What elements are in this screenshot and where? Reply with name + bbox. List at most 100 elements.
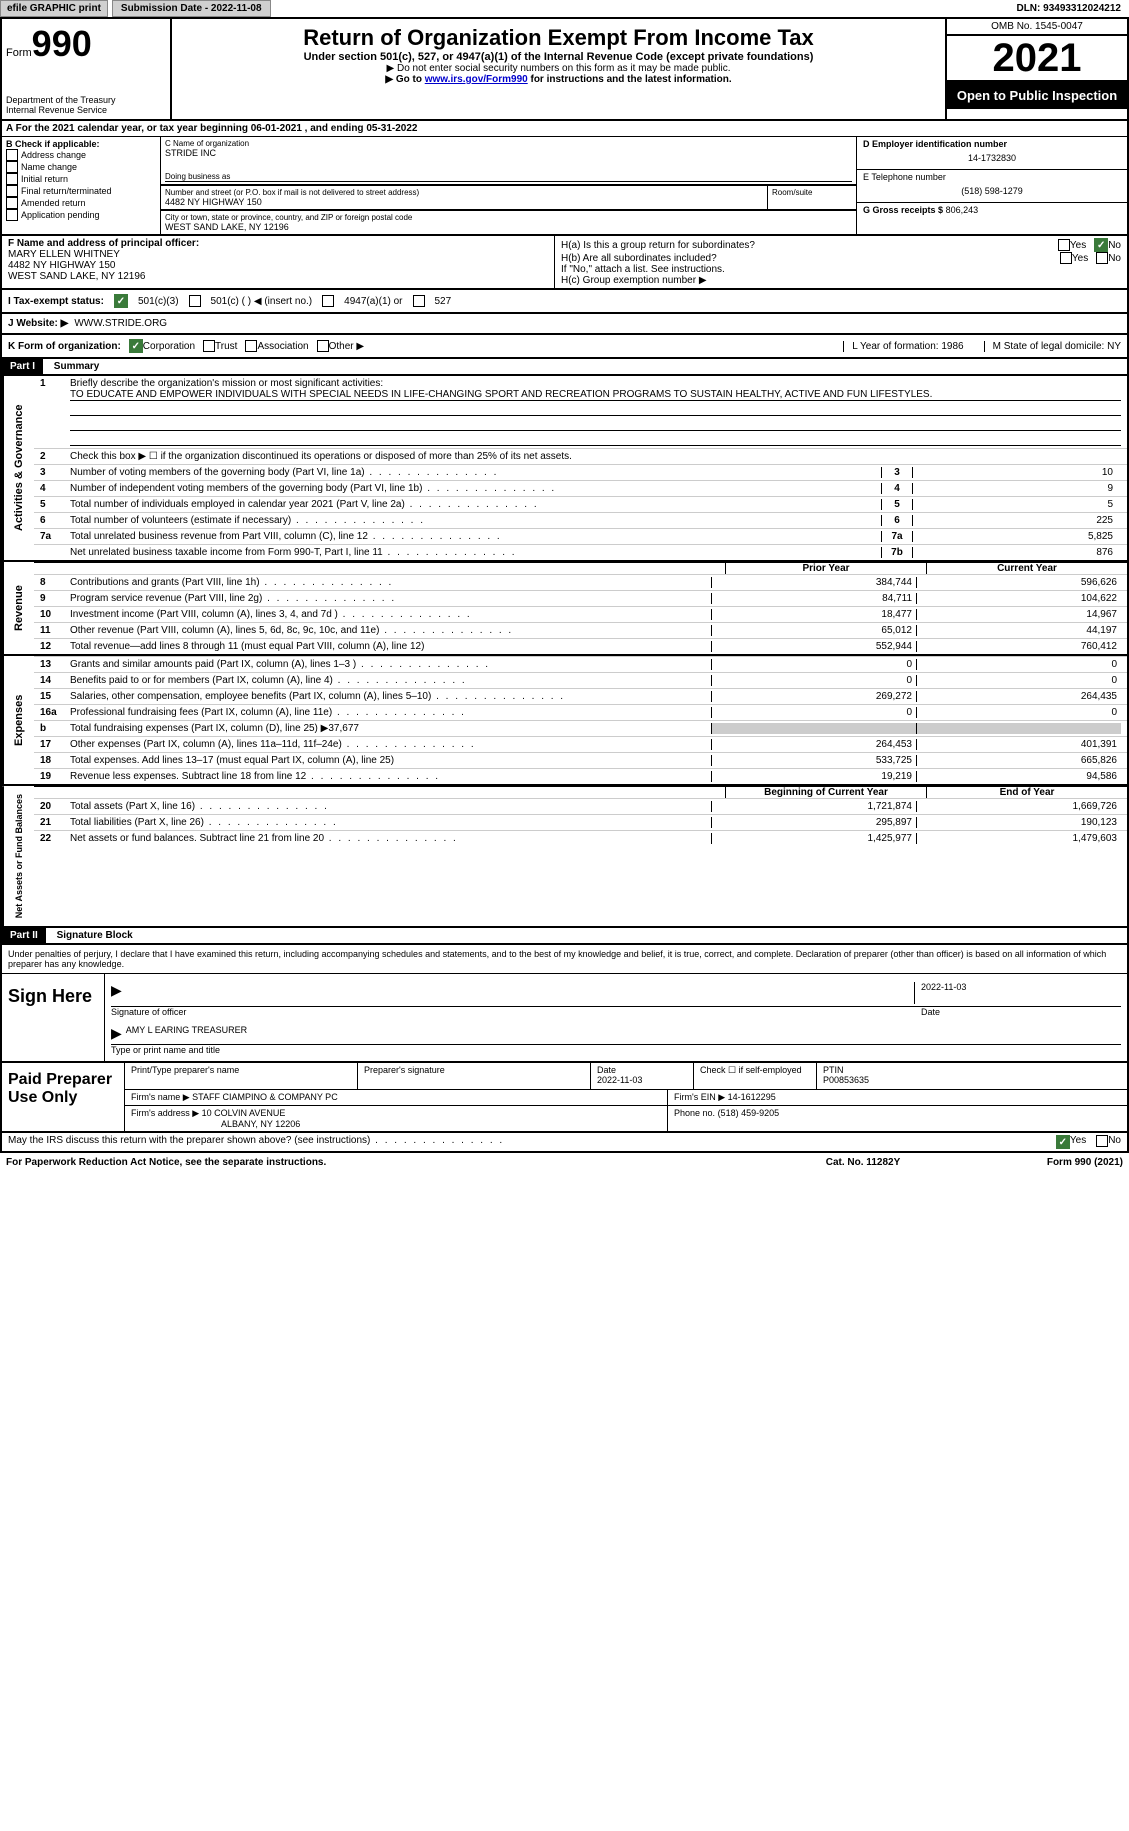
chk-501c3[interactable]: ✓ (114, 294, 128, 308)
l2-text: Check this box ▶ ☐ if the organization d… (70, 451, 1121, 462)
omb-number: OMB No. 1545-0047 (947, 19, 1127, 36)
chk-4947[interactable] (322, 295, 334, 307)
website: WWW.STRIDE.ORG (74, 318, 167, 329)
l5-val: 5 (913, 499, 1121, 510)
submission-date: Submission Date - 2022-11-08 (112, 0, 271, 17)
top-bar: efile GRAPHIC print Submission Date - 20… (0, 0, 1129, 19)
firm-phone: (518) 459-9205 (718, 1108, 780, 1118)
goto-pre: ▶ Go to (385, 74, 424, 85)
l3-val: 10 (913, 467, 1121, 478)
city-label: City or town, state or province, country… (165, 213, 852, 222)
dln: DLN: 93493312024212 (1008, 1, 1129, 16)
l11-cur: 44,197 (916, 625, 1121, 636)
j-label: J Website: ▶ (8, 318, 68, 329)
l3-text: Number of voting members of the governin… (70, 467, 881, 478)
l9-cur: 104,622 (916, 593, 1121, 604)
section-k: K Form of organization: ✓Corporation Tru… (0, 335, 1129, 359)
current-year-header: Current Year (926, 563, 1127, 574)
l10-prior: 18,477 (711, 609, 916, 620)
mission-text: TO EDUCATE AND EMPOWER INDIVIDUALS WITH … (70, 389, 1121, 401)
discuss-yes[interactable]: ✓ (1056, 1135, 1070, 1149)
form-subtitle: Under section 501(c), 527, or 4947(a)(1)… (178, 51, 939, 63)
chk-corp[interactable]: ✓ (129, 339, 143, 353)
firm-name: STAFF CIAMPINO & COMPANY PC (192, 1092, 338, 1102)
l4-text: Number of independent voting members of … (70, 483, 881, 494)
sig-officer-label: Signature of officer (111, 1007, 915, 1017)
officer-addr1: 4482 NY HIGHWAY 150 (8, 260, 548, 271)
chk-other[interactable] (317, 340, 329, 352)
hb-label: H(b) Are all subordinates included? (561, 253, 1060, 264)
form-title: Return of Organization Exempt From Incom… (178, 25, 939, 51)
l14-cur: 0 (916, 675, 1121, 686)
l11-prior: 65,012 (711, 625, 916, 636)
chk-name-change[interactable] (6, 161, 18, 173)
part1-title: Summary (46, 359, 108, 374)
firm-phone-label: Phone no. (674, 1108, 715, 1118)
form-word: Form (6, 47, 32, 59)
sidetab-net: Net Assets or Fund Balances (2, 786, 34, 926)
discuss-no[interactable] (1096, 1135, 1108, 1147)
paid-preparer: Paid Preparer Use Only Print/Type prepar… (0, 1063, 1129, 1133)
prior-year-header: Prior Year (725, 563, 926, 574)
l21-cur: 190,123 (916, 817, 1121, 828)
penalty-text: Under penalties of perjury, I declare th… (2, 945, 1127, 974)
chk-assoc[interactable] (245, 340, 257, 352)
city-state-zip: WEST SAND LAKE, NY 12196 (165, 222, 852, 232)
irs-link[interactable]: www.irs.gov/Form990 (425, 74, 528, 85)
ptin-label: PTIN (823, 1065, 1121, 1075)
firm-ein: 14-1612295 (728, 1092, 776, 1102)
part2-label: Part II (2, 928, 46, 943)
g-label: G Gross receipts $ (863, 205, 943, 215)
l8-cur: 596,626 (916, 577, 1121, 588)
gross-receipts: 806,243 (946, 205, 979, 215)
hb-note: If "No," attach a list. See instructions… (561, 264, 1121, 275)
m-state: M State of legal domicile: NY (984, 341, 1121, 352)
l8-prior: 384,744 (711, 577, 916, 588)
paid-label: Paid Preparer Use Only (2, 1063, 125, 1131)
officer-addr2: WEST SAND LAKE, NY 12196 (8, 271, 548, 282)
ha-yes[interactable] (1058, 239, 1070, 251)
l1-label: Briefly describe the organization's miss… (70, 378, 1121, 389)
c-name-label: C Name of organization (165, 139, 852, 148)
phone: (518) 598-1279 (863, 182, 1121, 200)
l18-cur: 665,826 (916, 755, 1121, 766)
i-label: I Tax-exempt status: (8, 296, 104, 307)
chk-initial-return[interactable] (6, 173, 18, 185)
expenses-section: Expenses 13Grants and similar amounts pa… (0, 656, 1129, 786)
ha-label: H(a) Is this a group return for subordin… (561, 240, 1058, 251)
chk-501c[interactable] (189, 295, 201, 307)
chk-final-return[interactable] (6, 185, 18, 197)
firm-addr1: 10 COLVIN AVENUE (202, 1108, 286, 1118)
chk-trust[interactable] (203, 340, 215, 352)
efile-button[interactable]: efile GRAPHIC print (0, 0, 108, 17)
end-year-header: End of Year (926, 787, 1127, 798)
hc-label: H(c) Group exemption number ▶ (561, 275, 1121, 286)
l13-cur: 0 (916, 659, 1121, 670)
l18-prior: 533,725 (711, 755, 916, 766)
chk-amended[interactable] (6, 197, 18, 209)
chk-527[interactable] (413, 295, 425, 307)
chk-address-change[interactable] (6, 149, 18, 161)
dba-label: Doing business as (165, 172, 852, 182)
l12-prior: 552,944 (711, 641, 916, 652)
chk-pending[interactable] (6, 209, 18, 221)
sign-here-label: Sign Here (2, 974, 105, 1061)
l17-cur: 401,391 (916, 739, 1121, 750)
l21-prior: 295,897 (711, 817, 916, 828)
dept-treasury: Department of the Treasury (6, 95, 166, 105)
hb-no[interactable] (1096, 252, 1108, 264)
ptin: P00853635 (823, 1075, 1121, 1085)
open-inspection: Open to Public Inspection (947, 82, 1127, 109)
form-header: Form990 Department of the Treasury Inter… (0, 19, 1129, 121)
ha-no[interactable]: ✓ (1094, 238, 1108, 252)
discuss-row: May the IRS discuss this return with the… (0, 1133, 1129, 1153)
hb-yes[interactable] (1060, 252, 1072, 264)
ein: 14-1732830 (863, 149, 1121, 167)
d-label: D Employer identification number (863, 139, 1121, 149)
signature-block: Under penalties of perjury, I declare th… (0, 945, 1129, 1063)
officer-name: MARY ELLEN WHITNEY (8, 249, 548, 260)
tax-year: 2021 (947, 36, 1127, 82)
beg-year-header: Beginning of Current Year (725, 787, 926, 798)
l9-prior: 84,711 (711, 593, 916, 604)
l7a-val: 5,825 (913, 531, 1121, 542)
